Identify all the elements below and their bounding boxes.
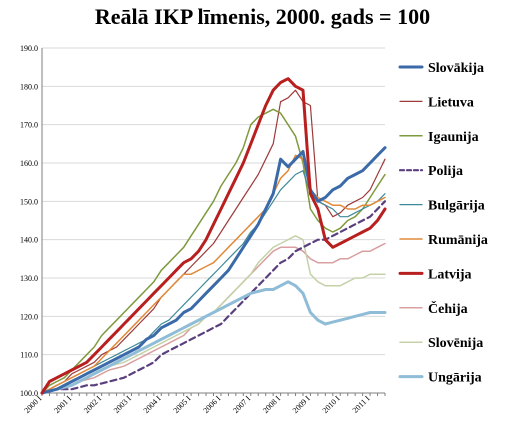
series-line-Latvija	[40, 77, 387, 395]
series-line-Slovākija	[40, 146, 387, 395]
legend-label: Bulgārija	[428, 199, 485, 214]
x-tick-label: 2011 I	[351, 394, 372, 415]
x-tick-label: 2005 I	[172, 394, 193, 415]
y-tick-label: 130.0	[20, 274, 38, 283]
x-tick-label: 2004 I	[142, 394, 163, 415]
chart-title: Reālā IKP līmenis, 2000. gads = 100	[94, 4, 431, 29]
legend-label: Slovākija	[428, 61, 484, 76]
legend-label: Ungārija	[428, 371, 482, 386]
legend-label: Rumānija	[428, 233, 488, 248]
y-tick-label: 180.0	[20, 82, 38, 91]
series-line-Polija	[40, 200, 387, 395]
legend: Slovākija Lietuva Igaunija Polija Bulgārija R…	[398, 61, 488, 386]
y-tick-label: 170.0	[20, 121, 38, 130]
x-tick-label: 2008 I	[261, 394, 282, 415]
x-tick-label: 2003 I	[112, 394, 133, 415]
y-tick-label: 140.0	[20, 236, 38, 245]
y-tick-label: 120.0	[20, 312, 38, 321]
y-tick-label: 190.0	[20, 44, 38, 53]
series-line-Igaunija	[41, 108, 386, 394]
axis-layer: 100.0 110.0 120.0 130.0 140.0 150.0 160.0 170.0…	[20, 44, 386, 415]
y-tick-label: 150.0	[20, 197, 38, 206]
legend-label: Lietuva	[428, 95, 474, 110]
legend-label: Slovēnija	[428, 336, 483, 351]
y-tick-label: 110.0	[20, 351, 38, 360]
x-tick-label: 2007 I	[231, 394, 252, 415]
series-line-Lietuva	[41, 89, 386, 394]
legend-label: Čehija	[428, 300, 468, 317]
legend-label: Latvija	[428, 267, 472, 282]
legend-label: Igaunija	[428, 130, 479, 145]
y-tick-label: 160.0	[20, 159, 38, 168]
x-tick-label: 2001 I	[52, 394, 73, 415]
grid-layer	[42, 47, 385, 394]
x-tick-label: 2002 I	[82, 394, 103, 415]
y-tick-label: 100.0	[20, 389, 38, 398]
series-line-Bulgārija	[41, 170, 386, 394]
series-line-Rumānija	[41, 154, 386, 394]
x-tick-label: 2010 I	[321, 394, 342, 415]
legend-label: Polija	[428, 164, 463, 179]
series-layer	[40, 77, 387, 395]
series-line-Ungārija	[40, 280, 387, 395]
x-tick-label: 2009 I	[291, 394, 312, 415]
x-tick-label: 2006 I	[201, 394, 222, 415]
